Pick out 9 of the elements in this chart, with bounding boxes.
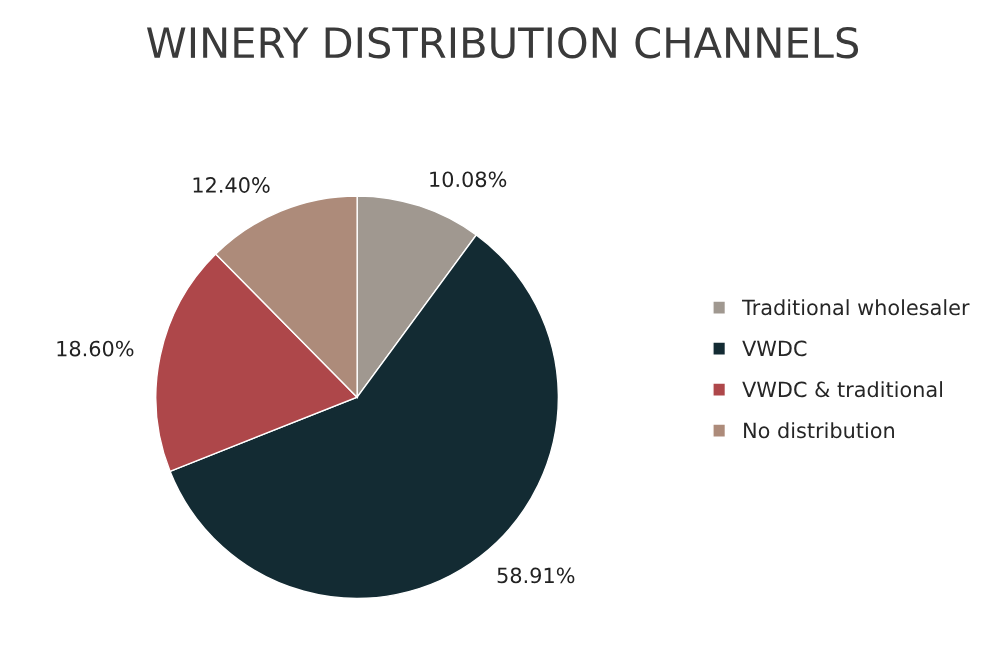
legend-label: Traditional wholesaler (741, 299, 970, 316)
data-label: 18.60% (57, 340, 134, 357)
data-label: 10.08% (430, 171, 507, 188)
legend-label: VWDC & traditional (742, 381, 943, 398)
chart-title: WINERY DISTRIBUTION CHANNELS (146, 26, 859, 59)
legend-label: No distribution (744, 422, 894, 439)
data-label: 58.91% (497, 567, 575, 584)
data-label: 12.40% (193, 177, 270, 193)
legend-label: VWDC (742, 340, 807, 357)
